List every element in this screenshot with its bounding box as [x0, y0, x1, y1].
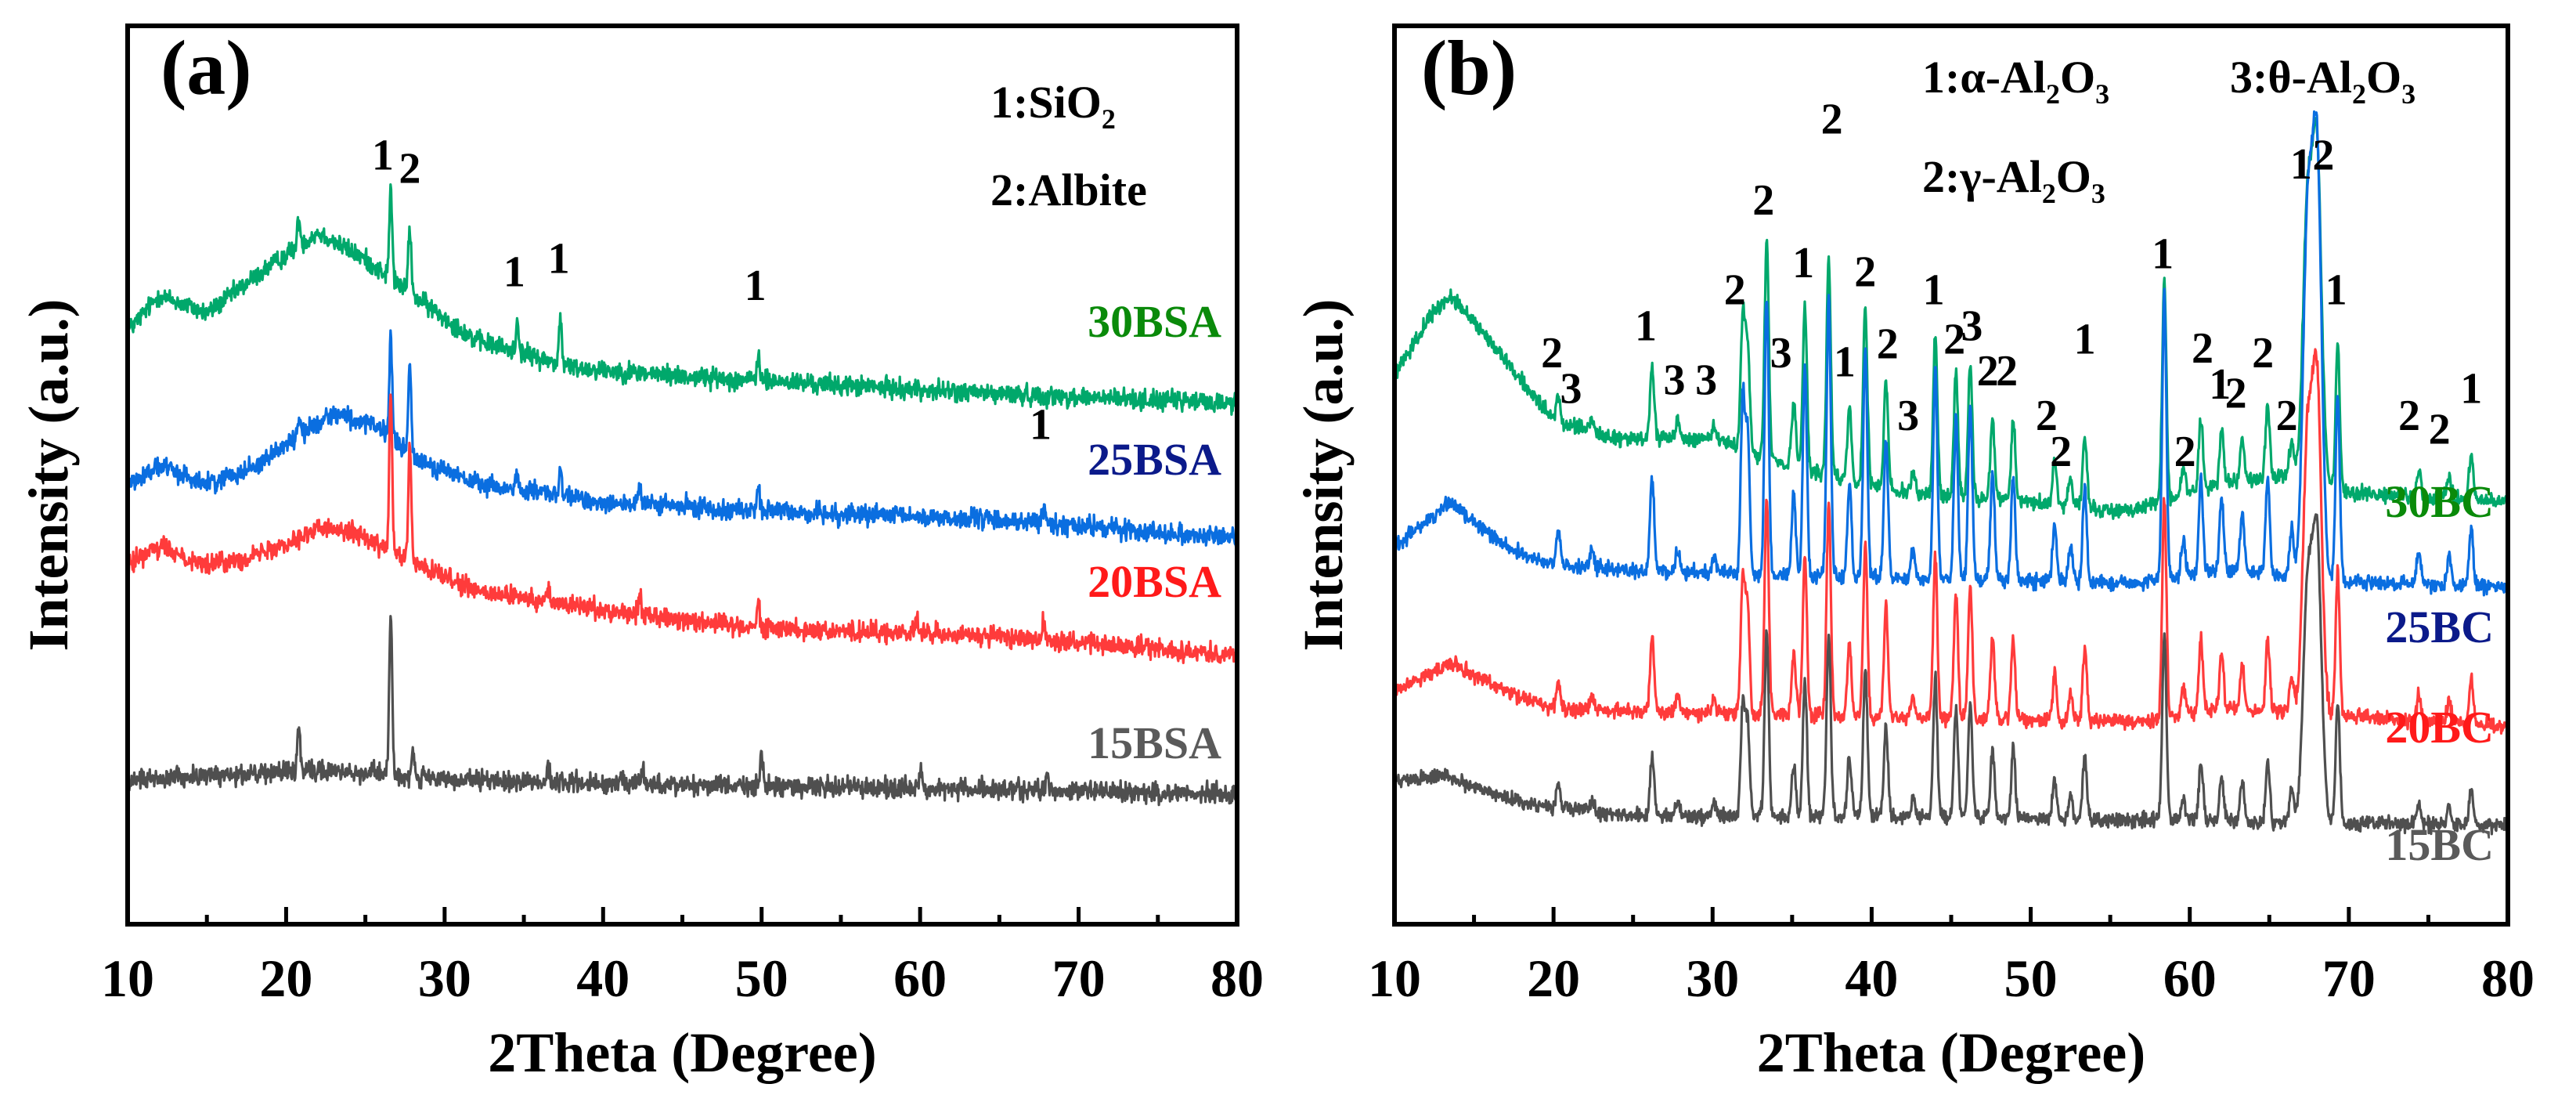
legend-entry: 1:α-Al2O3	[1922, 52, 2109, 110]
peak-label: 2	[399, 145, 420, 193]
peak-label: 1	[1635, 302, 1657, 350]
peak-label: 3	[1770, 329, 1792, 378]
series-line-20BSA	[128, 393, 1237, 664]
peak-label: 2	[1877, 320, 1899, 368]
x-tick-label: 80	[1210, 948, 1264, 1008]
series-line-20BC	[1394, 348, 2508, 735]
legend-entry: 1:SiO2	[990, 77, 1116, 135]
x-tick-label: 40	[576, 948, 630, 1008]
x-tick-label: 70	[2322, 948, 2376, 1008]
peak-label: 2	[1821, 96, 1843, 144]
x-axis-label: 2Theta (Degree)	[1757, 1021, 2145, 1084]
peak-label: 2	[2174, 428, 2196, 476]
series-line-30BSA	[128, 183, 1237, 416]
x-tick-label: 20	[259, 948, 312, 1008]
peak-label: 1	[1030, 401, 1052, 450]
peak-label: 1	[2074, 316, 2096, 364]
legend-entry: 2:Albite	[990, 164, 1147, 215]
peak-label: 3	[1897, 392, 1919, 440]
peak-label: 3	[1560, 365, 1582, 414]
x-tick-label: 60	[2163, 948, 2217, 1008]
peak-label: 2	[2252, 329, 2274, 378]
peak-label: 1	[2460, 365, 2482, 414]
x-tick-label: 20	[1527, 948, 1580, 1008]
peak-label: 1	[1792, 239, 1814, 287]
series-line-25BSA	[128, 329, 1237, 548]
x-tick-label: 10	[1368, 948, 1421, 1008]
x-tick-label: 70	[1052, 948, 1106, 1008]
x-tick-label: 60	[893, 948, 947, 1008]
x-axis-label: 2Theta (Degree)	[488, 1021, 876, 1084]
peak-label: 2	[2398, 392, 2420, 440]
peak-label: 2	[2429, 405, 2451, 453]
series-label: 30BSA	[1088, 296, 1221, 347]
peak-label: 2	[1854, 248, 1876, 297]
peak-label: 2	[1752, 176, 1774, 225]
x-tick-label: 30	[1686, 948, 1739, 1008]
peak-label: 2	[2192, 324, 2213, 373]
peak-label: 1	[1834, 338, 1856, 386]
y-axis-label: Intensity (a.u.)	[1292, 298, 1355, 651]
peak-label: 1	[2290, 140, 2312, 189]
x-tick-label: 50	[735, 948, 788, 1008]
series-line-15BC	[1394, 513, 2508, 836]
series-label: 30BC	[2385, 476, 2494, 527]
x-tick-label: 30	[418, 948, 471, 1008]
peak-label: 2	[1977, 347, 1999, 396]
peak-label: 1	[1923, 266, 1945, 315]
peak-label: 2	[1541, 329, 1563, 378]
series-label: 15BSA	[1088, 717, 1221, 768]
series-label: 25BC	[2385, 602, 2494, 652]
y-axis-label: Intensity (a.u.)	[17, 298, 80, 651]
peak-label: 2	[2312, 132, 2334, 180]
peak-label: 1	[745, 262, 767, 310]
peak-label: 2	[2225, 369, 2247, 417]
x-tick-label: 80	[2481, 948, 2535, 1008]
x-tick-label: 40	[1845, 948, 1898, 1008]
x-tick-label: 50	[2004, 948, 2058, 1008]
peak-label: 1	[372, 132, 394, 180]
peak-label: 1	[2325, 266, 2347, 315]
legend-entry: 3:θ-Al2O3	[2230, 52, 2415, 110]
peak-label: 3	[1695, 356, 1717, 404]
peak-label: 2	[1943, 316, 1965, 364]
x-tick-label: 10	[101, 948, 154, 1008]
legend-entry: 2:γ-Al2O3	[1922, 151, 2105, 209]
series-label: 20BC	[2385, 702, 2494, 753]
peak-label: 3	[1961, 302, 1983, 350]
series-line-15BSA	[128, 615, 1237, 807]
peak-label: 2	[2276, 392, 2298, 440]
peak-label: 2	[2036, 392, 2058, 440]
panel-label: (a)	[161, 24, 252, 111]
peak-label: 1	[2209, 360, 2231, 409]
series-label: 20BSA	[1088, 556, 1221, 607]
peak-label: 2	[1996, 347, 2018, 396]
peak-label: 2	[1724, 266, 1746, 315]
peak-label: 1	[548, 234, 570, 283]
panel-label: (b)	[1421, 24, 1517, 111]
peak-label: 3	[1664, 356, 1686, 404]
peak-label: 1	[2152, 230, 2174, 279]
series-label: 15BC	[2385, 819, 2494, 870]
peak-label: 1	[503, 248, 525, 297]
peak-label: 2	[2050, 428, 2072, 476]
series-line-25BC	[1394, 110, 2508, 597]
series-label: 25BSA	[1088, 434, 1221, 485]
